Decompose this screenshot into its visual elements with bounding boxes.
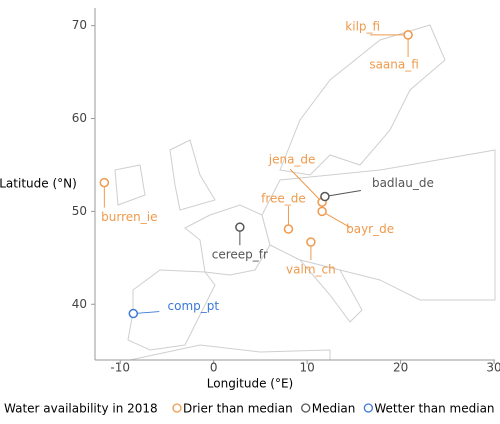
y-tick-label: 60 — [72, 111, 87, 125]
leader-line — [289, 168, 323, 203]
leader-line — [321, 210, 351, 228]
site-marker — [235, 222, 245, 232]
basemap — [114, 24, 496, 361]
x-tick-label: -10 — [110, 361, 130, 375]
legend-entry: Drier than median — [183, 402, 293, 416]
site-label: badlau_de — [372, 176, 434, 190]
y-tick-label: 50 — [72, 204, 87, 218]
x-tick-label: 30 — [486, 361, 500, 375]
site-marker — [306, 237, 316, 247]
x-axis-label: Longitude (°E) — [207, 377, 293, 391]
site-marker — [317, 206, 327, 217]
legend-entry: Wetter than median — [374, 402, 494, 416]
site-label: free_de — [261, 192, 306, 206]
y-tick-label: 40 — [72, 297, 87, 311]
legend-title: Water availability in 2018 — [4, 402, 158, 416]
site-marker — [283, 224, 294, 234]
site-marker — [320, 191, 330, 202]
site-marker — [403, 30, 413, 40]
leader-line — [324, 190, 361, 198]
site-label: comp_pt — [168, 299, 220, 313]
site-label: jena_de — [268, 153, 316, 167]
x-tick-label: 20 — [393, 361, 408, 375]
site-label: valm_ch — [286, 263, 336, 277]
y-tick-label: 70 — [72, 18, 87, 32]
x-tick-label: 10 — [300, 361, 315, 375]
legend-marker — [301, 403, 311, 413]
site-marker — [128, 308, 139, 319]
site-label: cereep_fr — [212, 248, 268, 262]
site-label: saana_fi — [369, 57, 418, 71]
y-axis-label: Latitude (°N) — [0, 177, 77, 191]
legend-marker — [363, 403, 374, 413]
legend-entry: Median — [312, 402, 356, 416]
site-label: burren_ie — [101, 210, 157, 224]
site-marker — [99, 177, 110, 188]
x-tick-label: 0 — [210, 361, 218, 375]
site-label: bayr_de — [346, 222, 394, 236]
legend-marker — [172, 403, 182, 413]
site-label: kilp_fi — [345, 19, 380, 33]
